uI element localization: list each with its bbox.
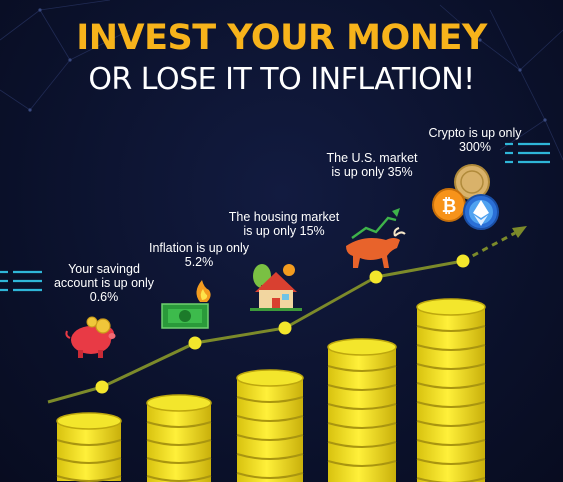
- caption-savings: Your savingd account is up only 0.6%: [53, 262, 155, 304]
- headline-secondary: OR LOSE IT TO INFLATION!: [88, 62, 475, 97]
- crypto-coins-icon: ₿: [432, 164, 499, 230]
- headline-primary: INVEST YOUR MONEY: [76, 18, 487, 58]
- trend-point-us-market: [369, 270, 383, 284]
- bull-icon: [346, 208, 406, 268]
- trend-point-inflation: [188, 336, 202, 350]
- coin-stack-crypto: [416, 298, 486, 482]
- svg-text:₿: ₿: [442, 196, 457, 217]
- burning-money-icon: [161, 280, 211, 329]
- coin-stack-savings: [56, 412, 122, 482]
- trend-arrow-head: [512, 226, 527, 238]
- trend-point-savings: [95, 380, 109, 394]
- caption-housing: The housing market is up only 15%: [228, 210, 340, 238]
- trend-point-crypto: [456, 254, 470, 268]
- coin-stack-us-market: [327, 338, 397, 482]
- house-icon: [250, 264, 302, 311]
- caption-inflation: Inflation is up only 5.2%: [148, 241, 250, 269]
- piggy-bank-icon: [65, 316, 116, 358]
- trend-point-housing: [278, 321, 292, 335]
- caption-crypto: Crypto is up only 300%: [428, 126, 522, 154]
- coin-stack-housing: [236, 369, 304, 482]
- caption-us-market: The U.S. market is up only 35%: [326, 151, 418, 179]
- coin-stack-inflation: [146, 394, 212, 482]
